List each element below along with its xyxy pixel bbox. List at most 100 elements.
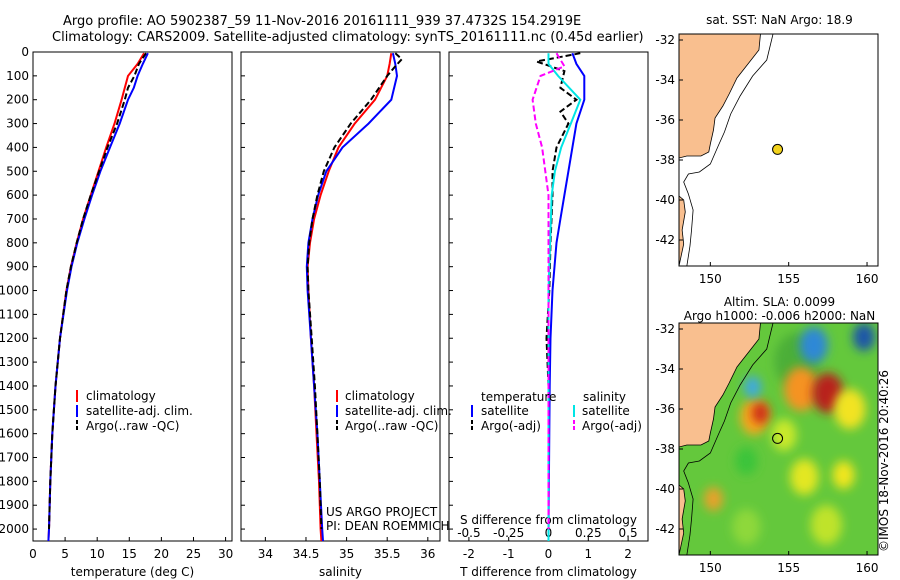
temperature-plot-frame — [32, 51, 233, 542]
sst-map-frame — [678, 33, 879, 267]
temperature-diff-tick-label: 0 — [545, 547, 553, 561]
sla-anomaly-blob — [799, 327, 828, 363]
latitude-tick-label: -42 — [655, 522, 675, 536]
latitude-tick-label: -42 — [655, 233, 675, 247]
salinity-tick-label: 34.5 — [293, 547, 320, 561]
depth-tick-label: 200 — [6, 93, 29, 107]
salinity-diff-tick-label: -0.25 — [493, 526, 524, 540]
temperature-tick-label: 20 — [154, 547, 169, 561]
salinity-diff-tick-label: 0.25 — [575, 526, 602, 540]
sla-anomaly-blob — [790, 459, 819, 495]
argo-location-marker — [772, 143, 784, 155]
salinity-tick-label: 34 — [258, 547, 273, 561]
depth-tick-label: 700 — [6, 212, 29, 226]
isobath-line — [683, 323, 774, 555]
depth-tick-label: 1000 — [0, 284, 29, 298]
depth-tick-label: 300 — [6, 117, 29, 131]
salinity-plot-frame — [240, 51, 441, 542]
sla-anomaly-blob — [834, 389, 866, 429]
pi-label: PI: DEAN ROEMMICH — [326, 519, 450, 533]
depth-tick-label: 1600 — [0, 427, 29, 441]
depth-tick-label: 1400 — [0, 379, 29, 393]
longitude-tick-label: 160 — [856, 272, 879, 286]
temperature-tick-label: 15 — [122, 547, 137, 561]
latitude-tick-label: -32 — [655, 322, 675, 336]
sla-map-content — [679, 323, 878, 555]
sla-anomaly-blob — [735, 447, 758, 475]
sla-anomaly-blob — [744, 376, 762, 398]
temperature-tick-label: 5 — [61, 547, 69, 561]
salinity-series-line — [306, 52, 404, 530]
temperature-axis-label: temperature (deg C) — [71, 565, 194, 579]
temperature-tick-label: 30 — [218, 547, 233, 561]
figure-title-line1: Argo profile: AO 5902387_59 11-Nov-2016 … — [63, 14, 582, 29]
temperature-series-line — [47, 52, 149, 542]
latitude-tick-label: -32 — [655, 33, 675, 47]
legend-title-temperature: temperature — [481, 390, 556, 404]
latitude-tick-label: -38 — [655, 153, 675, 167]
legend-label: Argo(-adj) — [582, 419, 642, 433]
legend-label: climatology — [86, 389, 156, 403]
temperature-diff-tick-label: -1 — [503, 547, 515, 561]
latitude-tick-label: -34 — [655, 73, 675, 87]
depth-tick-label: 1300 — [0, 355, 29, 369]
legend-label: satellite-adj. clim. — [345, 404, 452, 418]
sla-anomaly-blob — [771, 419, 797, 451]
temperature-series-line — [47, 52, 145, 542]
legend-label: climatology — [345, 389, 415, 403]
legend-label: Argo(..raw -QC) — [86, 419, 179, 433]
depth-tick-label: 400 — [6, 140, 29, 154]
sla-anomaly-blob — [751, 402, 770, 424]
sla-map-frame — [678, 322, 879, 556]
salinity-tick-label: 35 — [339, 547, 354, 561]
sla-anomaly-blob — [783, 367, 819, 411]
sla-anomaly-blob — [852, 323, 875, 351]
latitude-tick-label: -38 — [655, 442, 675, 456]
depth-tick-label: 900 — [6, 260, 29, 274]
difference-series-line — [532, 52, 581, 530]
depth-tick-label: 1500 — [0, 403, 29, 417]
depth-tick-label: 1700 — [0, 451, 29, 465]
sla-map-title: Altim. SLA: 0.0099 — [724, 295, 835, 309]
difference-series-line — [531, 52, 566, 530]
temperature-tick-label: 25 — [186, 547, 201, 561]
latitude-tick-label: -36 — [655, 113, 675, 127]
depth-tick-label: 1100 — [0, 307, 29, 321]
depth-tick-label: 800 — [6, 236, 29, 250]
mainland-land — [679, 34, 761, 159]
legend-label: satellite-adj. clim. — [86, 404, 193, 418]
legend-title-salinity: salinity — [583, 390, 626, 404]
salinity-diff-tick-label: -0.5 — [457, 526, 480, 540]
temperature-diff-axis-label: T difference from climatology — [459, 565, 637, 579]
legend-label: Argo(..raw -QC) — [345, 419, 438, 433]
depth-tick-label: 1800 — [0, 474, 29, 488]
depth-tick-label: 2000 — [0, 522, 29, 536]
temperature-diff-tick-label: 2 — [624, 547, 632, 561]
temperature-diff-tick-label: -2 — [463, 547, 475, 561]
project-label: US ARGO PROJECT — [326, 505, 438, 519]
longitude-tick-label: 160 — [856, 561, 879, 575]
latitude-tick-label: -34 — [655, 362, 675, 376]
temperature-series-line — [48, 52, 147, 530]
salinity-axis-label: salinity — [319, 565, 362, 579]
temperature-tick-label: 10 — [90, 547, 105, 561]
longitude-tick-label: 155 — [777, 561, 800, 575]
temperature-diff-tick-label: 1 — [584, 547, 592, 561]
salinity-tick-label: 35.5 — [374, 547, 401, 561]
legend-label: satellite — [582, 404, 630, 418]
imos-credit: ©IMOS 18-Nov-2016 20:40:26 — [877, 369, 891, 552]
tasmania-land — [679, 484, 686, 555]
depth-tick-label: 100 — [6, 69, 29, 83]
mainland-land — [679, 323, 761, 448]
salinity-tick-label: 36 — [420, 547, 435, 561]
temperature-tick-label: 0 — [29, 547, 37, 561]
figure-title-line2: Climatology: CARS2009. Satellite-adjuste… — [52, 30, 644, 45]
longitude-tick-label: 150 — [699, 561, 722, 575]
sst-map-title: sat. SST: NaN Argo: 18.9 — [706, 13, 853, 27]
depth-tick-label: 1200 — [0, 331, 29, 345]
legend-label: Argo(-adj) — [481, 419, 541, 433]
depth-tick-label: 1900 — [0, 498, 29, 512]
isobath-line — [683, 34, 774, 266]
